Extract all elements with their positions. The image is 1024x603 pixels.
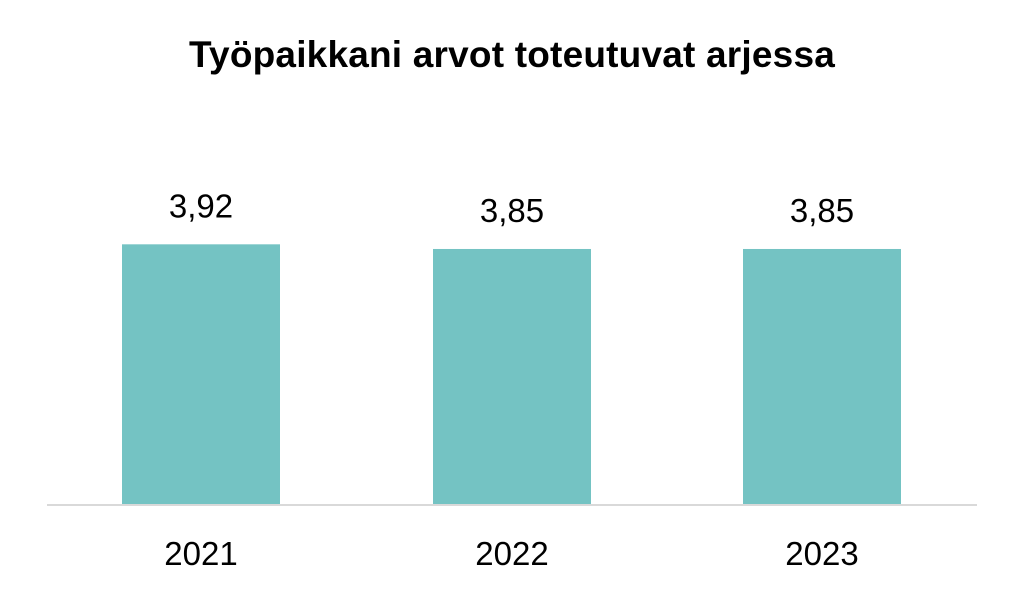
- value-label-2021: 3,92: [169, 187, 233, 224]
- x-tick-label-2022: 2022: [475, 535, 548, 572]
- x-tick-label-2021: 2021: [164, 535, 237, 572]
- bar-2021: [122, 244, 280, 505]
- value-label-2022: 3,85: [480, 192, 544, 229]
- x-tick-label-2023: 2023: [785, 535, 858, 572]
- value-label-2023: 3,85: [790, 192, 854, 229]
- bar-2022: [433, 248, 591, 505]
- chart-title: Työpaikkani arvot toteutuvat arjessa: [188, 34, 835, 75]
- bar-2023: [743, 248, 901, 505]
